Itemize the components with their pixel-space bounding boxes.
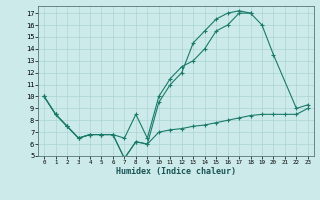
X-axis label: Humidex (Indice chaleur): Humidex (Indice chaleur) bbox=[116, 167, 236, 176]
